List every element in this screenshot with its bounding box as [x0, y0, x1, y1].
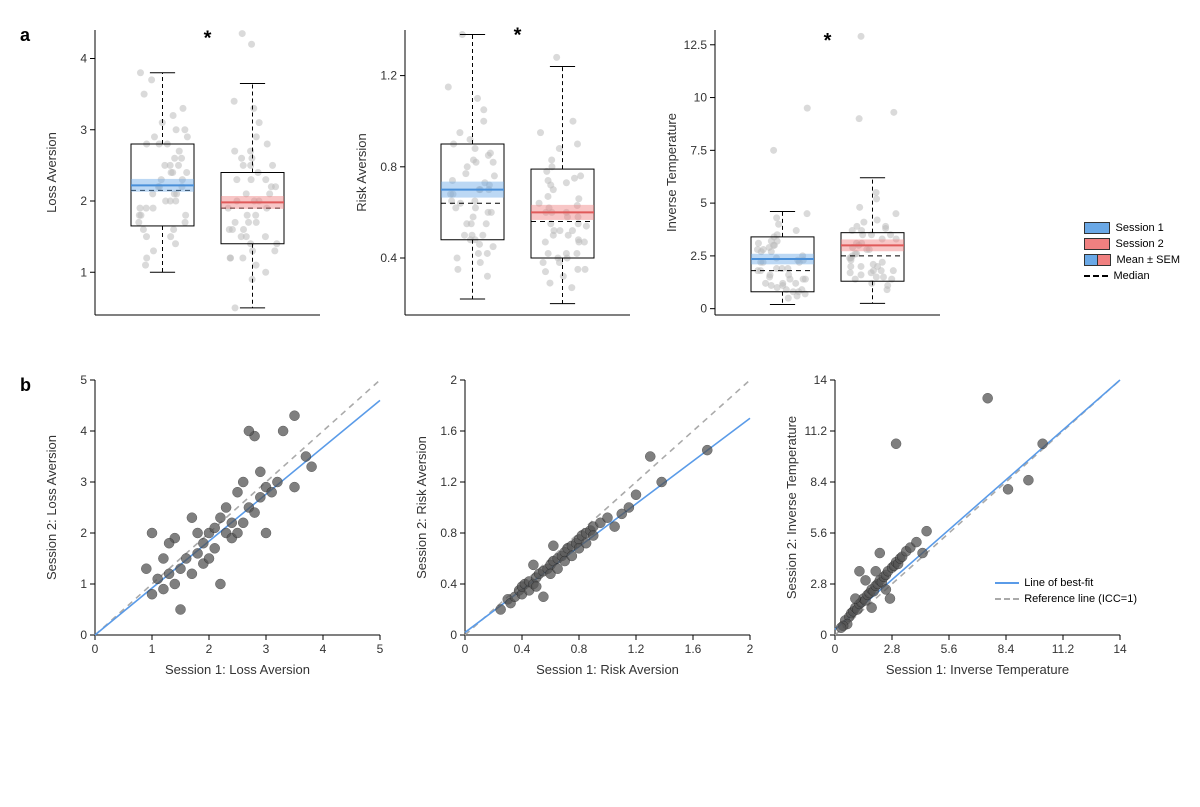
legend-label: Mean ± SEM [1116, 254, 1180, 266]
svg-text:2: 2 [80, 526, 87, 540]
boxplot-1: 0.4 0.8 1.2 Risk Aversion * [350, 20, 640, 340]
svg-text:1.6: 1.6 [685, 642, 702, 656]
legend-label: Median [1113, 270, 1149, 282]
svg-text:2.8: 2.8 [810, 577, 827, 591]
svg-text:2: 2 [80, 194, 87, 208]
svg-text:Session 2: Loss Aversion: Session 2: Loss Aversion [44, 435, 59, 580]
svg-text:Loss Aversion: Loss Aversion [44, 132, 59, 213]
svg-text:0: 0 [832, 642, 839, 656]
legend-row: Mean ± SEM [1084, 254, 1180, 266]
svg-text:1.2: 1.2 [440, 475, 457, 489]
panel-a-label: a [20, 20, 40, 46]
boxplot-2: 0 2.5 5 7.5 10 12.5 Inverse Temperature * [660, 20, 950, 340]
svg-text:Session 1: Risk Aversion: Session 1: Risk Aversion [536, 662, 679, 677]
legend-label: Session 2 [1115, 238, 1163, 250]
svg-text:11.2: 11.2 [805, 424, 828, 438]
legend-row: Reference line (ICC=1) [995, 593, 1137, 605]
panel-a-legend: Session 1 Session 2 Mean ± SEM Median [1084, 220, 1180, 284]
scatter-1: 0 0.4 0.8 1.2 1.6 2 0 0.4 0.8 1.2 1.6 2 Session 1: R… [410, 370, 760, 680]
svg-text:5: 5 [377, 642, 384, 656]
svg-text:5: 5 [700, 196, 707, 210]
scatter-2: 0 2.8 5.6 8.4 11.2 14 0 2.8 5.6 8.4 11.2 14 Session … [780, 370, 1130, 680]
svg-text:2: 2 [747, 642, 754, 656]
legend-row: Median [1084, 270, 1180, 282]
svg-text:0: 0 [820, 628, 827, 642]
svg-text:12.5: 12.5 [684, 38, 708, 52]
figure: a 1 2 3 4 Loss Aversion * 0.4 0.8 1.2 Risk Aversi… [20, 20, 1180, 680]
svg-text:8.4: 8.4 [810, 475, 827, 489]
svg-text:2.8: 2.8 [884, 642, 901, 656]
panel-a-plots: 1 2 3 4 Loss Aversion * 0.4 0.8 1.2 Risk Aversion… [40, 20, 1074, 340]
panel-b-label: b [20, 370, 40, 396]
svg-text:3: 3 [80, 475, 87, 489]
panel-b-plots: 0 1 2 3 4 5 0 1 2 3 4 5 Session 1: Loss Aversion Sess… [40, 370, 1180, 680]
svg-text:*: * [204, 27, 212, 49]
svg-text:2.5: 2.5 [690, 249, 707, 263]
svg-text:1.6: 1.6 [440, 424, 457, 438]
svg-text:0.4: 0.4 [440, 577, 457, 591]
svg-text:1: 1 [149, 642, 156, 656]
legend-label: Line of best-fit [1024, 577, 1093, 589]
svg-text:0.4: 0.4 [380, 251, 397, 265]
svg-text:14: 14 [1113, 642, 1127, 656]
svg-text:*: * [824, 30, 832, 52]
svg-text:5: 5 [80, 373, 87, 387]
svg-text:Session 2: Inverse Temperature: Session 2: Inverse Temperature [784, 416, 799, 599]
panel-b-row: b 0 1 2 3 4 5 0 1 2 3 4 5 Session 1: Loss Aversion Se… [20, 370, 1180, 680]
boxplot-0: 1 2 3 4 Loss Aversion * [40, 20, 330, 340]
svg-text:1.2: 1.2 [380, 69, 397, 83]
legend-label: Session 1 [1115, 222, 1163, 234]
svg-text:2: 2 [450, 373, 457, 387]
svg-text:0.4: 0.4 [514, 642, 531, 656]
svg-text:0: 0 [450, 628, 457, 642]
svg-text:4: 4 [80, 52, 87, 66]
svg-text:10: 10 [694, 91, 708, 105]
scatter-0: 0 1 2 3 4 5 0 1 2 3 4 5 Session 1: Loss Aversion Sess… [40, 370, 390, 680]
svg-text:4: 4 [320, 642, 327, 656]
legend-row: Session 2 [1084, 238, 1180, 250]
svg-text:11.2: 11.2 [1052, 642, 1075, 656]
svg-text:0.8: 0.8 [380, 160, 397, 174]
svg-text:5.6: 5.6 [941, 642, 958, 656]
svg-text:0: 0 [92, 642, 99, 656]
svg-text:1: 1 [80, 265, 87, 279]
svg-text:Session 1: Inverse Temperature: Session 1: Inverse Temperature [886, 662, 1069, 677]
svg-text:14: 14 [814, 373, 828, 387]
svg-text:Risk Aversion: Risk Aversion [354, 133, 369, 212]
panel-b-legend: Line of best-fit Reference line (ICC=1) [992, 572, 1140, 610]
svg-text:7.5: 7.5 [690, 143, 707, 157]
svg-text:*: * [514, 24, 522, 46]
svg-text:Session 2: Risk Aversion: Session 2: Risk Aversion [414, 436, 429, 579]
legend-row: Line of best-fit [995, 577, 1137, 589]
svg-text:1: 1 [80, 577, 87, 591]
svg-text:2: 2 [206, 642, 213, 656]
svg-text:3: 3 [263, 642, 270, 656]
svg-text:1.2: 1.2 [628, 642, 645, 656]
svg-text:8.4: 8.4 [998, 642, 1015, 656]
svg-text:Session 1: Loss Aversion: Session 1: Loss Aversion [165, 662, 310, 677]
svg-text:0: 0 [80, 628, 87, 642]
svg-text:0: 0 [700, 302, 707, 316]
panel-a-row: a 1 2 3 4 Loss Aversion * 0.4 0.8 1.2 Risk Aversi… [20, 20, 1180, 340]
svg-text:0: 0 [462, 642, 469, 656]
svg-text:4: 4 [80, 424, 87, 438]
svg-text:3: 3 [80, 123, 87, 137]
svg-text:5.6: 5.6 [810, 526, 827, 540]
svg-text:0.8: 0.8 [571, 642, 588, 656]
legend-label: Reference line (ICC=1) [1024, 593, 1137, 605]
svg-text:0.8: 0.8 [440, 526, 457, 540]
svg-text:Inverse Temperature: Inverse Temperature [664, 113, 679, 232]
legend-row: Session 1 [1084, 222, 1180, 234]
